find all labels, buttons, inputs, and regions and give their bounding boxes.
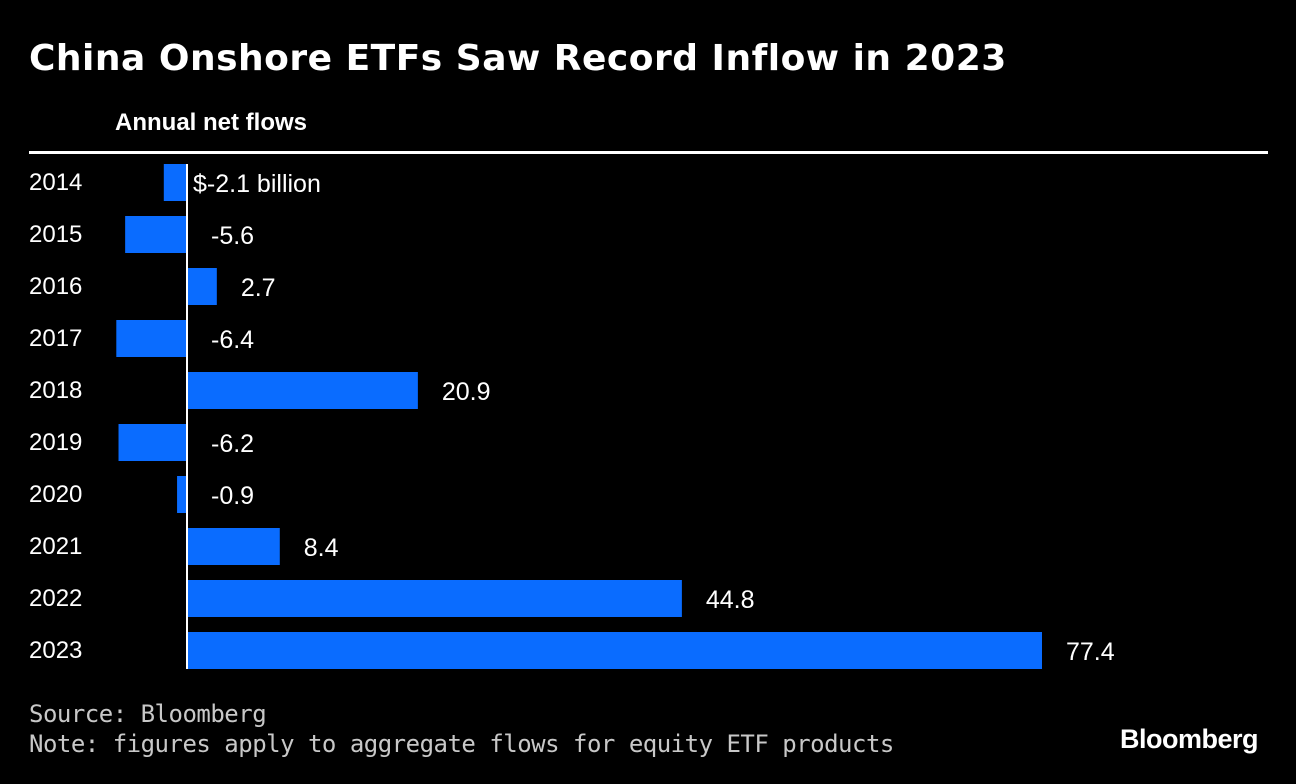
category-label: 2020 [29,481,82,508]
category-label: 2022 [29,585,82,612]
bar [187,372,418,409]
value-label: 20.9 [442,378,491,406]
value-label: 77.4 [1066,638,1115,666]
bar [116,320,187,357]
bar [187,580,682,617]
value-label: 8.4 [304,534,339,562]
bar [187,268,217,305]
category-label: 2018 [29,377,82,404]
footnote: Note: figures apply to aggregate flows f… [29,730,894,758]
value-label: -6.2 [211,430,254,458]
bar [163,164,187,201]
bar [187,528,280,565]
chart-title: China Onshore ETFs Saw Record Inflow in … [29,38,1007,79]
category-label: 2016 [29,273,82,300]
value-label: 2.7 [241,274,276,302]
category-label: 2015 [29,221,82,248]
value-label: -0.9 [211,482,254,510]
category-label: 2014 [29,169,82,196]
bar [125,216,187,253]
bar [187,632,1042,669]
bar [118,424,187,461]
category-label: 2019 [29,429,82,456]
category-label: 2023 [29,637,82,664]
bloomberg-logo: Bloomberg [1119,724,1259,754]
bar [177,476,187,513]
value-label: 44.8 [706,586,755,614]
header-rule [29,151,1268,154]
source-note: Source: Bloomberg [29,700,267,728]
category-label: 2021 [29,533,82,560]
category-label: 2017 [29,325,82,352]
value-label: -5.6 [211,222,254,250]
value-label: -6.4 [211,326,254,354]
chart-subtitle: Annual net flows [115,109,307,136]
value-label: $-2.1 billion [193,170,321,198]
